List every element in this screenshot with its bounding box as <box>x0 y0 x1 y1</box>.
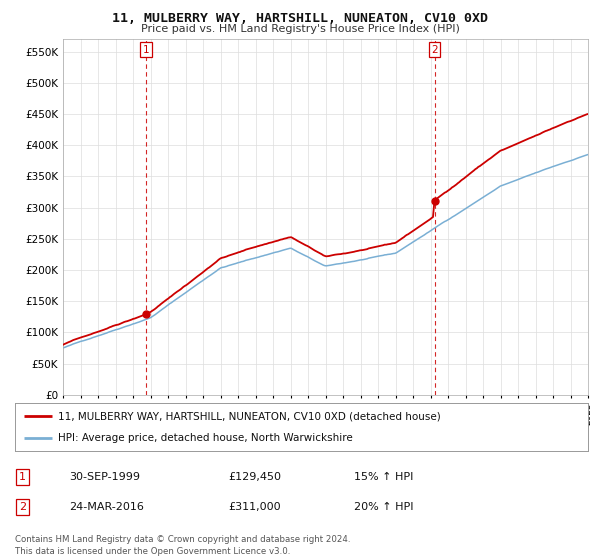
Text: Price paid vs. HM Land Registry's House Price Index (HPI): Price paid vs. HM Land Registry's House … <box>140 24 460 34</box>
Text: 1: 1 <box>19 472 26 482</box>
Text: 30-SEP-1999: 30-SEP-1999 <box>69 472 140 482</box>
Text: 1: 1 <box>143 45 149 54</box>
Text: HPI: Average price, detached house, North Warwickshire: HPI: Average price, detached house, Nort… <box>58 433 353 443</box>
Text: 11, MULBERRY WAY, HARTSHILL, NUNEATON, CV10 0XD (detached house): 11, MULBERRY WAY, HARTSHILL, NUNEATON, C… <box>58 411 441 421</box>
Text: 20% ↑ HPI: 20% ↑ HPI <box>354 502 413 512</box>
Text: 2: 2 <box>431 45 438 54</box>
Text: Contains HM Land Registry data © Crown copyright and database right 2024.
This d: Contains HM Land Registry data © Crown c… <box>15 535 350 556</box>
Text: £311,000: £311,000 <box>228 502 281 512</box>
Text: 24-MAR-2016: 24-MAR-2016 <box>69 502 144 512</box>
Text: 11, MULBERRY WAY, HARTSHILL, NUNEATON, CV10 0XD: 11, MULBERRY WAY, HARTSHILL, NUNEATON, C… <box>112 12 488 25</box>
Text: £129,450: £129,450 <box>228 472 281 482</box>
Text: 15% ↑ HPI: 15% ↑ HPI <box>354 472 413 482</box>
Text: 2: 2 <box>19 502 26 512</box>
